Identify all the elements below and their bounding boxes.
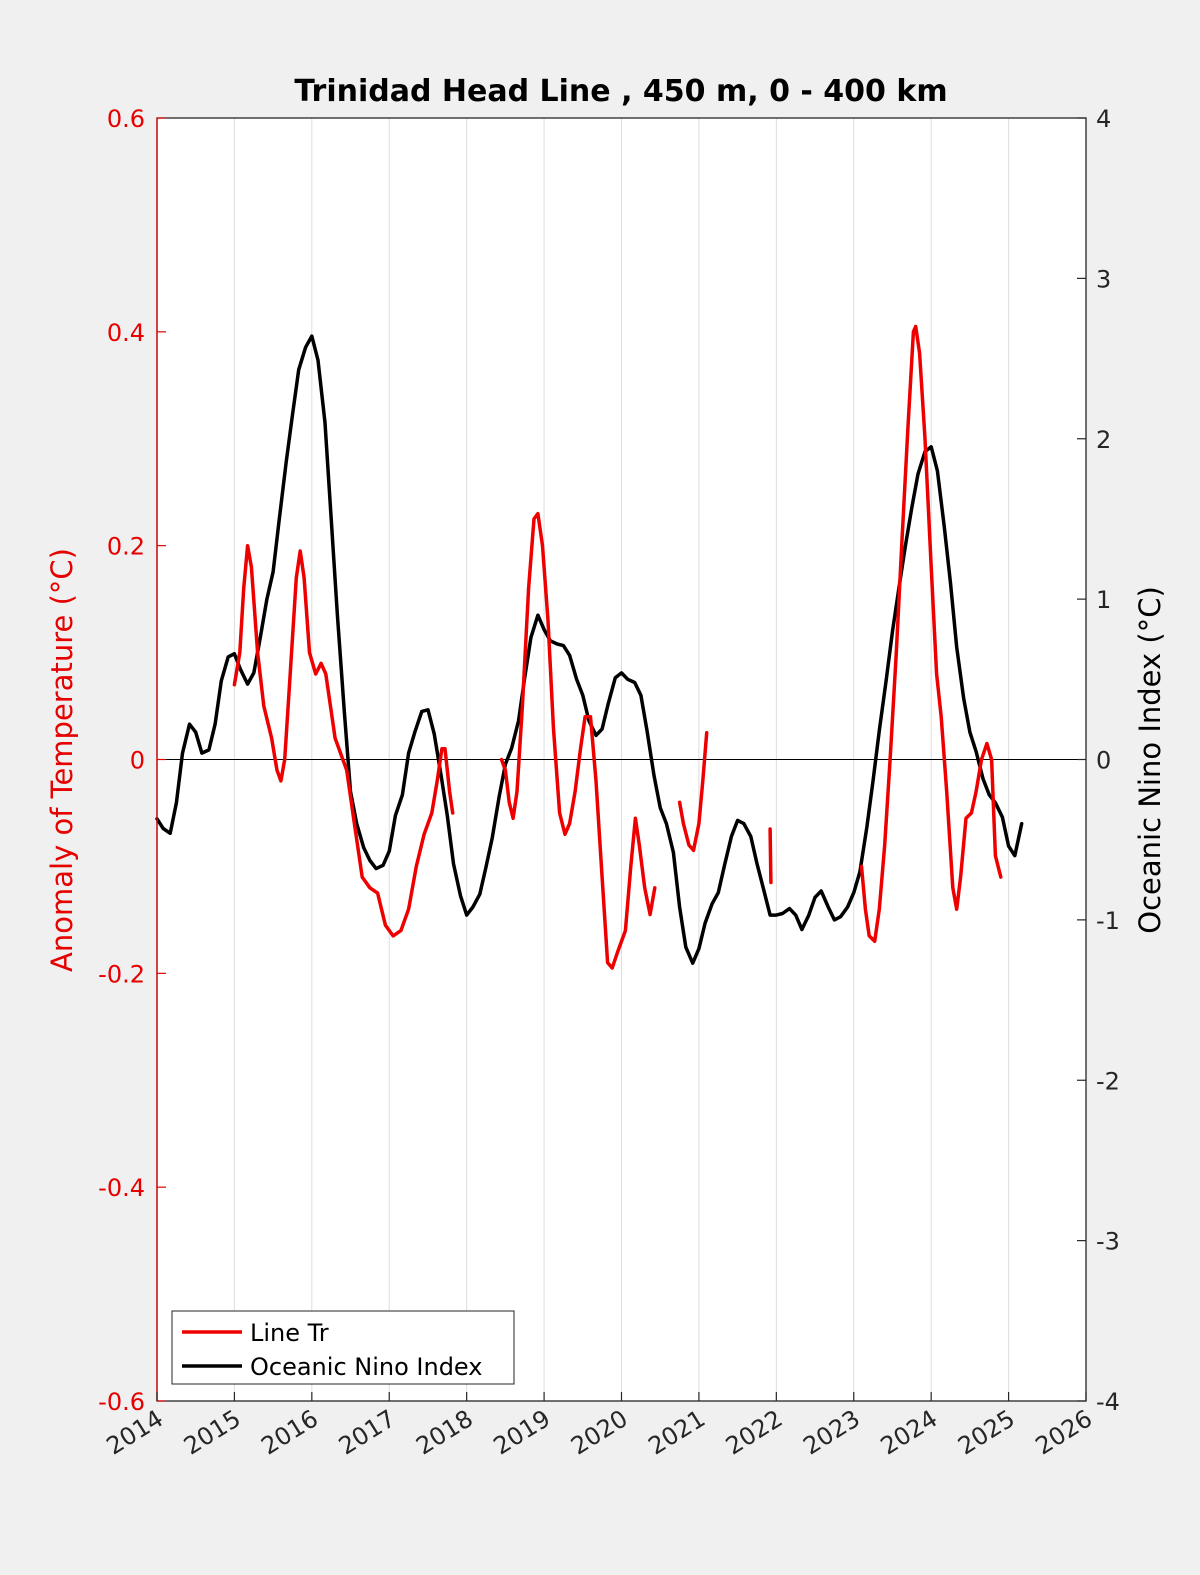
right-tick-label: 2	[1096, 426, 1111, 454]
series-layer	[155, 324, 1024, 970]
left-axis: -0.6 -0.4 -0.2 0 0.2 0.4 0.6	[98, 105, 166, 1416]
series-line-tr-segment	[232, 543, 455, 938]
right-tick-label: 1	[1096, 586, 1111, 614]
legend-label-oni: Oceanic Nino Index	[250, 1353, 482, 1381]
left-tick-label: 0	[130, 747, 145, 775]
right-axis: -4 -3 -2 -1 0 1 2 3 4	[1077, 105, 1120, 1416]
series-line-tr-segment	[859, 324, 1003, 944]
left-tick-label: 0.4	[107, 319, 145, 347]
right-tick-label: 0	[1096, 747, 1111, 775]
legend: Line Tr Oceanic Nino Index	[171, 1310, 515, 1385]
chart-title: Trinidad Head Line , 450 m, 0 - 400 km	[294, 74, 947, 109]
right-tick-label: 4	[1096, 105, 1111, 133]
series-line-tr-segment	[768, 827, 773, 885]
left-tick-label: 0.2	[107, 533, 145, 561]
left-tick-label: -0.4	[98, 1174, 145, 1202]
series-oni-line	[155, 334, 1024, 965]
left-tick-label: 0.6	[107, 105, 145, 133]
legend-label-line-tr: Line Tr	[250, 1319, 329, 1347]
left-axis-title: Anomaly of Temperature (°C)	[45, 548, 79, 972]
right-tick-label: -2	[1096, 1067, 1120, 1095]
right-tick-label: -1	[1096, 907, 1120, 935]
right-axis-title: Oceanic Nino Index (°C)	[1133, 586, 1167, 934]
series-line-tr-segment	[677, 731, 709, 853]
left-tick-label: -0.6	[98, 1388, 145, 1416]
left-tick-label: -0.2	[98, 960, 145, 988]
series-line-tr-segment	[499, 511, 657, 970]
right-tick-label: 3	[1096, 265, 1111, 293]
right-tick-label: -4	[1096, 1388, 1120, 1416]
legend-box	[171, 1310, 515, 1385]
right-tick-label: -3	[1096, 1228, 1120, 1256]
